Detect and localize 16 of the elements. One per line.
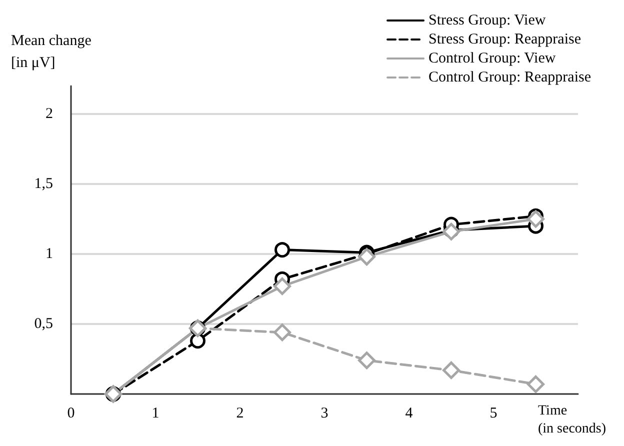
y-tick-label: 0,5 <box>34 316 53 332</box>
legend-label: Control Group: Reappraise <box>428 70 592 86</box>
y-tick-label: 1 <box>46 246 53 262</box>
x-tick-label: 2 <box>236 406 244 422</box>
x-tick-label: 1 <box>152 406 160 422</box>
x-tick-label: 0 <box>67 406 75 422</box>
y-tick-label: 1,5 <box>34 176 53 192</box>
x-tick-label: 4 <box>405 406 414 422</box>
legend-label: Stress Group: View <box>428 12 546 28</box>
legend-label: Control Group: View <box>428 50 556 66</box>
x-tick-label: 3 <box>320 406 328 422</box>
x-axis-title: Time (in seconds) <box>538 404 606 436</box>
x-tick-label: 5 <box>490 406 498 422</box>
y-tick-label: 2 <box>46 106 53 122</box>
y-axis-title: Mean change [in μV] <box>11 33 92 71</box>
legend-label: Stress Group: Reappraise <box>428 32 582 48</box>
